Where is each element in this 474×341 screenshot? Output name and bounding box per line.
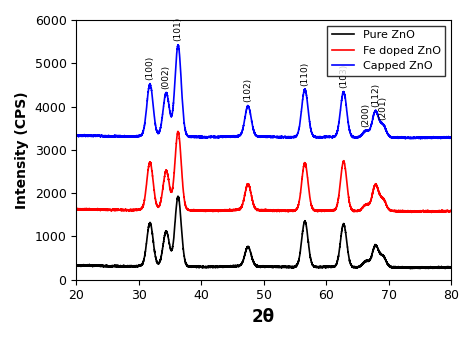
Pure ZnO — [426, 267, 431, 271]
Line: Pure ZnO: Pure ZnO — [76, 196, 451, 269]
Capped ZnO — [175, 43, 181, 47]
Text: (101): (101) — [173, 17, 182, 41]
Fe doped ZnO — [428, 210, 434, 214]
Fe doped ZnO — [215, 208, 220, 212]
Fe doped ZnO — [160, 183, 166, 187]
Fe doped ZnO — [164, 171, 170, 175]
Pure ZnO — [215, 264, 220, 268]
Pure ZnO — [241, 254, 247, 258]
Pure ZnO — [163, 232, 168, 236]
Text: (100): (100) — [146, 56, 155, 80]
Capped ZnO — [73, 134, 79, 138]
Capped ZnO — [215, 135, 220, 139]
Capped ZnO — [160, 107, 166, 111]
Capped ZnO — [418, 137, 423, 141]
Pure ZnO — [164, 231, 170, 235]
Text: (103): (103) — [339, 63, 348, 88]
Pure ZnO — [175, 194, 181, 198]
Text: (200): (200) — [362, 103, 371, 127]
Y-axis label: Intensity (CPS): Intensity (CPS) — [15, 91, 29, 209]
Line: Capped ZnO: Capped ZnO — [76, 45, 451, 139]
Line: Fe doped ZnO: Fe doped ZnO — [76, 131, 451, 212]
Capped ZnO — [445, 136, 451, 140]
Text: (102): (102) — [244, 78, 253, 102]
Fe doped ZnO — [448, 209, 454, 213]
Text: (002): (002) — [162, 65, 171, 89]
Capped ZnO — [163, 92, 168, 97]
Fe doped ZnO — [73, 207, 79, 211]
Text: (110): (110) — [301, 62, 310, 86]
Capped ZnO — [241, 119, 247, 123]
Fe doped ZnO — [175, 129, 181, 133]
Text: (201): (201) — [378, 96, 387, 120]
Pure ZnO — [73, 263, 79, 267]
Legend: Pure ZnO, Fe doped ZnO, Capped ZnO: Pure ZnO, Fe doped ZnO, Capped ZnO — [328, 26, 446, 76]
Pure ZnO — [448, 266, 454, 270]
Capped ZnO — [164, 93, 170, 97]
Fe doped ZnO — [241, 195, 247, 199]
Pure ZnO — [445, 265, 451, 269]
Fe doped ZnO — [163, 170, 168, 175]
Fe doped ZnO — [445, 209, 451, 213]
Pure ZnO — [160, 242, 166, 246]
Capped ZnO — [448, 136, 454, 140]
Text: (112): (112) — [371, 83, 380, 107]
X-axis label: 2θ: 2θ — [252, 308, 275, 326]
